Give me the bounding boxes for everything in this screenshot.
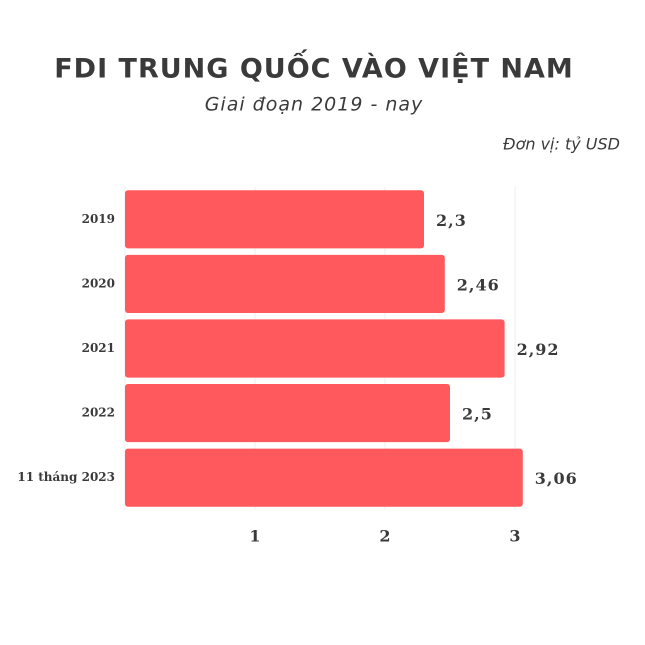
unit-note: Đơn vị: tỷ USD bbox=[503, 135, 620, 154]
bar bbox=[125, 254, 445, 313]
y-tick-label: 2020 bbox=[82, 276, 115, 290]
chart-subtitle: Giai đoạn 2019 - nay bbox=[205, 94, 424, 116]
value-label: 2,92 bbox=[517, 340, 560, 359]
y-tick-label: 2021 bbox=[82, 341, 115, 355]
bar bbox=[125, 384, 450, 443]
x-tick-label: 3 bbox=[509, 527, 520, 546]
y-tick-label: 2022 bbox=[82, 406, 115, 420]
bar bbox=[125, 190, 424, 249]
bar bbox=[125, 319, 505, 378]
value-label: 2,46 bbox=[457, 275, 500, 294]
y-tick-label: 11 tháng 2023 bbox=[17, 470, 115, 484]
value-label: 2,3 bbox=[436, 211, 467, 230]
value-label: 2,5 bbox=[462, 405, 493, 424]
value-label: 3,06 bbox=[535, 469, 578, 488]
bar bbox=[125, 448, 523, 507]
chart-title: FDI TRUNG QUỐC VÀO VIỆT NAM bbox=[54, 49, 574, 85]
x-tick-label: 1 bbox=[249, 527, 260, 546]
y-tick-label: 2019 bbox=[82, 212, 115, 226]
x-tick-label: 2 bbox=[379, 527, 390, 546]
